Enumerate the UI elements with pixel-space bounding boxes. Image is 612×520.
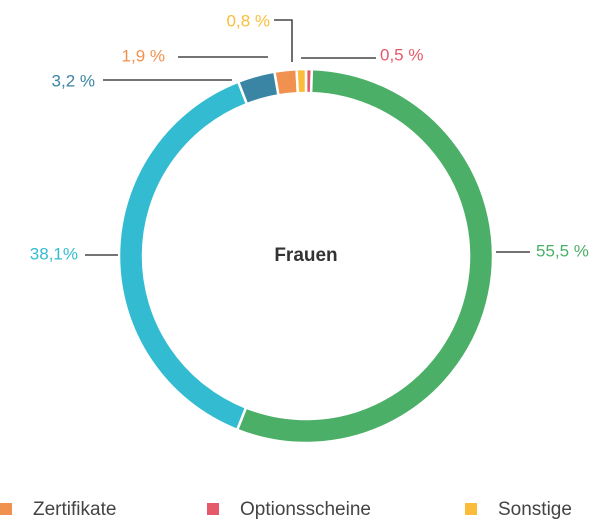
value-label: 0,5 % xyxy=(380,45,423,64)
leader-line xyxy=(274,19,293,62)
donut-slice xyxy=(236,70,280,106)
value-label: 38,1% xyxy=(30,244,78,263)
donut-slice xyxy=(295,67,308,95)
legend-label: Zertifikate xyxy=(33,499,116,520)
donut-slice xyxy=(117,80,249,432)
value-label: 3,2 % xyxy=(52,71,95,90)
legend-label: Sonstige xyxy=(498,499,572,520)
legend-swatch xyxy=(0,503,12,515)
legend-label: Optionsscheine xyxy=(240,499,371,520)
value-label: 0,8 % xyxy=(227,11,270,30)
value-label: 1,9 % xyxy=(122,46,165,65)
donut-slice xyxy=(272,67,300,97)
legend-swatch xyxy=(465,503,477,515)
center-label: Frauen xyxy=(274,245,337,266)
legend-swatch xyxy=(207,503,219,515)
value-label: 55,5 % xyxy=(536,241,589,260)
